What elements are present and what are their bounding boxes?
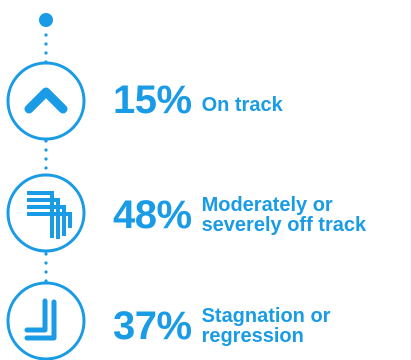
stat-label-line: Moderately or <box>201 194 333 216</box>
stat-off-track: 48% Moderately or severely off track <box>113 195 366 235</box>
stat-percent: 15% <box>113 78 192 122</box>
stat-percent: 48% <box>113 193 192 237</box>
stat-label: Moderately or severely off track <box>202 195 367 235</box>
down-left-angle-icon <box>24 298 57 341</box>
stat-label-line: regression <box>201 325 304 347</box>
timeline-start-node <box>39 13 53 27</box>
stat-stagnation: 37% Stagnation or regression <box>113 306 330 346</box>
on-track-icon-circle <box>6 61 86 141</box>
stat-label-line: severely off track <box>201 214 367 236</box>
stat-on-track: 15% On track <box>113 80 283 120</box>
stat-label: Stagnation or regression <box>202 306 331 346</box>
stat-label-line: Stagnation or <box>201 305 331 327</box>
stat-percent: 37% <box>113 304 192 348</box>
stat-label: On track <box>201 94 283 116</box>
stagnation-icon-circle <box>6 281 86 360</box>
right-angle-arrows-icon <box>27 191 72 239</box>
off-track-icon-circle <box>6 173 86 253</box>
timeline-dotted-line <box>44 33 48 283</box>
chevron-up-icon <box>24 87 68 114</box>
